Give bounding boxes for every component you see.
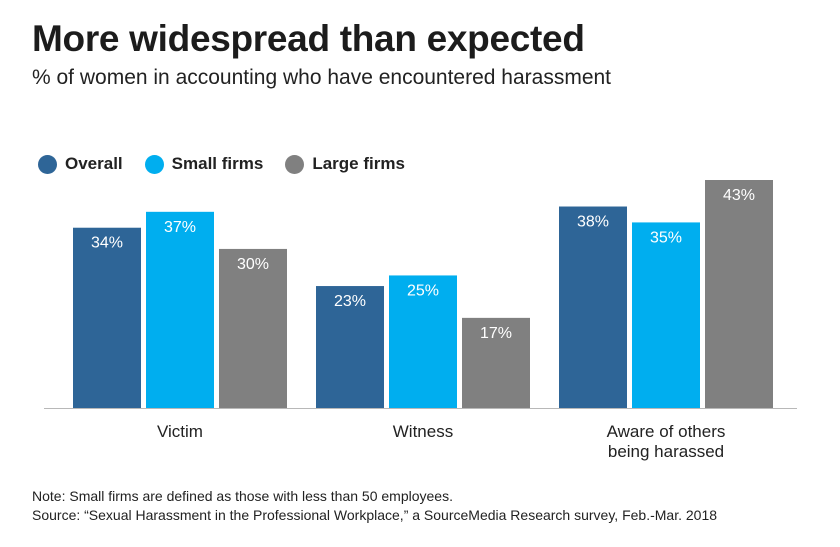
legend-label-large-firms: Large firms xyxy=(312,154,405,173)
legend-swatch-large-firms xyxy=(285,154,305,174)
legend-swatch-small-firms xyxy=(144,154,164,174)
legend-label-small-firms: Small firms xyxy=(171,154,264,173)
category-label-aware-of-others-being-harassed-line-1: Aware of others xyxy=(607,422,726,441)
bar-large-firms-victim xyxy=(219,248,287,408)
bar-overall-victim xyxy=(73,227,141,408)
legend-item-large-firms: Large firms xyxy=(285,154,405,174)
legend-swatch-overall xyxy=(38,154,57,174)
data-label-large-firms-victim: 30% xyxy=(237,256,269,273)
data-label-overall-witness: 23% xyxy=(334,293,366,310)
data-label-large-firms-witness: 17% xyxy=(480,325,512,342)
category-label-witness: Witness xyxy=(393,422,453,441)
bar-overall-aware-of-others-being-harassed xyxy=(559,206,627,408)
category-label-victim: Victim xyxy=(157,422,203,441)
source-text: Source: “Sexual Harassment in the Profes… xyxy=(32,507,718,523)
data-label-overall-aware-of-others-being-harassed: 38% xyxy=(577,214,609,231)
legend-item-overall: Overall xyxy=(38,154,123,174)
data-label-small-firms-witness: 25% xyxy=(407,282,439,299)
chart-notes: Note: Small firms are defined as those w… xyxy=(32,487,717,525)
data-label-overall-victim: 34% xyxy=(91,235,123,252)
legend-item-small-firms: Small firms xyxy=(144,154,264,174)
legend-label-overall: Overall xyxy=(65,154,123,173)
bar-small-firms-victim xyxy=(146,211,214,408)
bar-large-firms-aware-of-others-being-harassed xyxy=(705,180,773,408)
data-label-small-firms-victim: 37% xyxy=(164,219,196,236)
bar-small-firms-witness xyxy=(389,275,457,408)
note-text: Note: Small firms are defined as those w… xyxy=(32,488,453,504)
category-label-aware-of-others-being-harassed-line-2: being harassed xyxy=(608,442,724,461)
bar-large-firms-witness xyxy=(462,317,530,408)
chart-subtitle: % of women in accounting who have encoun… xyxy=(32,66,612,89)
data-label-large-firms-aware-of-others-being-harassed: 43% xyxy=(723,187,755,204)
bar-overall-witness xyxy=(316,286,384,408)
data-label-small-firms-aware-of-others-being-harassed: 35% xyxy=(650,229,682,246)
chart-title: More widespread than expected xyxy=(32,18,585,59)
bar-small-firms-aware-of-others-being-harassed xyxy=(632,222,700,408)
legend: Overall Small firms Large firms xyxy=(38,152,427,176)
